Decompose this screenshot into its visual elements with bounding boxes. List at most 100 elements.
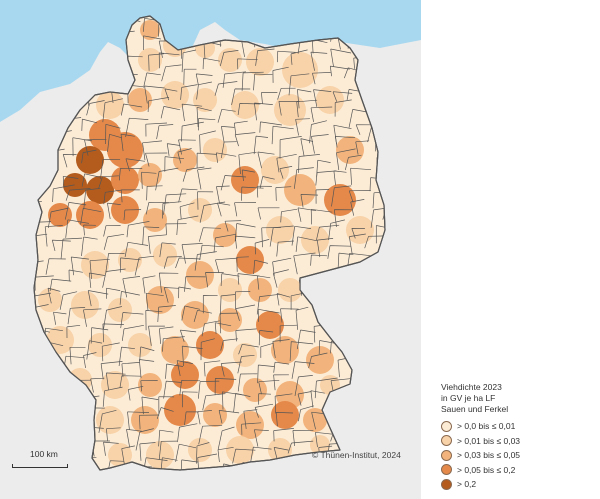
district-boundary bbox=[261, 92, 278, 105]
district-fill bbox=[274, 94, 306, 126]
district-boundary bbox=[241, 71, 264, 91]
legend-item: > 0,01 bis ≤ 0,03 bbox=[441, 434, 591, 449]
district-boundary bbox=[277, 50, 296, 63]
district-boundary bbox=[237, 273, 260, 285]
district-boundary bbox=[44, 225, 63, 247]
district-boundary bbox=[293, 167, 314, 189]
district-boundary bbox=[292, 429, 314, 447]
district-boundary bbox=[106, 460, 124, 470]
district-boundary bbox=[65, 188, 91, 201]
district-boundary bbox=[164, 88, 178, 101]
district-fill bbox=[226, 436, 254, 464]
district-boundary bbox=[202, 57, 221, 70]
legend-title-line: Sauen und Ferkel bbox=[441, 404, 509, 414]
district-boundary bbox=[257, 151, 275, 169]
district-boundary bbox=[156, 407, 174, 420]
district-boundary bbox=[158, 52, 180, 69]
district-boundary bbox=[237, 354, 255, 374]
district-boundary bbox=[88, 272, 106, 288]
district-boundary bbox=[52, 184, 75, 203]
district-boundary bbox=[348, 233, 366, 254]
district-boundary bbox=[66, 324, 81, 339]
district-boundary bbox=[290, 49, 308, 65]
district-boundary bbox=[253, 73, 273, 91]
district-boundary bbox=[60, 237, 83, 259]
district-boundary bbox=[279, 136, 302, 159]
district-boundary bbox=[159, 326, 174, 344]
district-boundary bbox=[203, 360, 221, 377]
district-boundary bbox=[241, 422, 262, 435]
district-boundary bbox=[177, 423, 198, 443]
district-boundary bbox=[134, 255, 155, 276]
district-boundary bbox=[222, 71, 247, 88]
district-boundary bbox=[59, 291, 78, 310]
district-boundary bbox=[81, 236, 98, 257]
district-fill bbox=[108, 298, 132, 322]
district-boundary bbox=[275, 412, 294, 427]
district-boundary bbox=[238, 343, 259, 355]
district-fill bbox=[143, 208, 167, 232]
district-boundary bbox=[141, 171, 157, 189]
district-boundary bbox=[237, 103, 261, 116]
legend-swatch bbox=[441, 420, 452, 432]
district-boundary bbox=[236, 256, 249, 272]
district-boundary bbox=[126, 221, 150, 238]
district-boundary bbox=[315, 224, 340, 242]
district-boundary bbox=[291, 225, 312, 246]
district-boundary bbox=[214, 322, 232, 334]
district-boundary bbox=[276, 293, 291, 306]
district-boundary bbox=[219, 50, 239, 67]
district-boundary bbox=[298, 154, 320, 173]
district-boundary bbox=[314, 377, 338, 399]
district-fill bbox=[246, 48, 274, 76]
district-fill bbox=[346, 216, 374, 244]
district-boundary bbox=[65, 219, 89, 238]
district-boundary bbox=[310, 208, 333, 225]
district-boundary bbox=[53, 311, 67, 325]
district-boundary bbox=[199, 244, 224, 260]
district-boundary bbox=[215, 152, 237, 163]
district-boundary bbox=[156, 124, 174, 140]
district-boundary bbox=[234, 132, 256, 147]
district-boundary bbox=[347, 252, 371, 265]
legend-label: > 0,05 bis ≤ 0,2 bbox=[457, 464, 516, 475]
district-fill bbox=[203, 138, 227, 162]
district-boundary bbox=[83, 308, 102, 327]
district-boundary bbox=[101, 342, 120, 362]
legend-label: > 0,2 bbox=[457, 479, 477, 490]
legend: Viehdichte 2023 in GV je ha LF Sauen und… bbox=[441, 382, 591, 492]
district-boundary bbox=[84, 138, 107, 156]
district-boundary bbox=[141, 396, 159, 415]
district-boundary bbox=[329, 65, 350, 77]
district-boundary bbox=[81, 118, 98, 131]
district-fill bbox=[231, 166, 259, 194]
district-boundary bbox=[234, 235, 256, 249]
district-boundary bbox=[219, 294, 236, 316]
district-boundary bbox=[121, 362, 140, 378]
district-boundary bbox=[202, 393, 226, 411]
district-boundary bbox=[350, 167, 372, 185]
district-boundary bbox=[197, 380, 220, 399]
district-boundary bbox=[179, 379, 201, 396]
germany-border bbox=[33, 15, 386, 471]
district-boundary bbox=[218, 410, 240, 424]
district-boundary bbox=[254, 239, 270, 255]
district-boundary bbox=[294, 375, 313, 396]
district-boundary bbox=[119, 291, 140, 305]
district-boundary bbox=[98, 409, 117, 433]
district-boundary bbox=[276, 153, 297, 173]
district-boundary bbox=[119, 257, 141, 273]
district-boundary bbox=[276, 240, 295, 257]
district-boundary bbox=[259, 121, 282, 133]
district-boundary bbox=[331, 185, 352, 207]
legend-title-line: Viehdichte 2023 bbox=[441, 382, 502, 392]
district-boundary bbox=[105, 123, 121, 145]
district-boundary bbox=[197, 453, 218, 470]
district-boundary bbox=[165, 223, 187, 235]
district-boundary bbox=[199, 201, 226, 223]
district-boundary bbox=[289, 341, 314, 362]
district-boundary bbox=[143, 35, 161, 51]
legend-label: > 0,01 bis ≤ 0,03 bbox=[457, 435, 521, 446]
district-boundary bbox=[327, 245, 351, 259]
district-fill bbox=[161, 336, 189, 364]
